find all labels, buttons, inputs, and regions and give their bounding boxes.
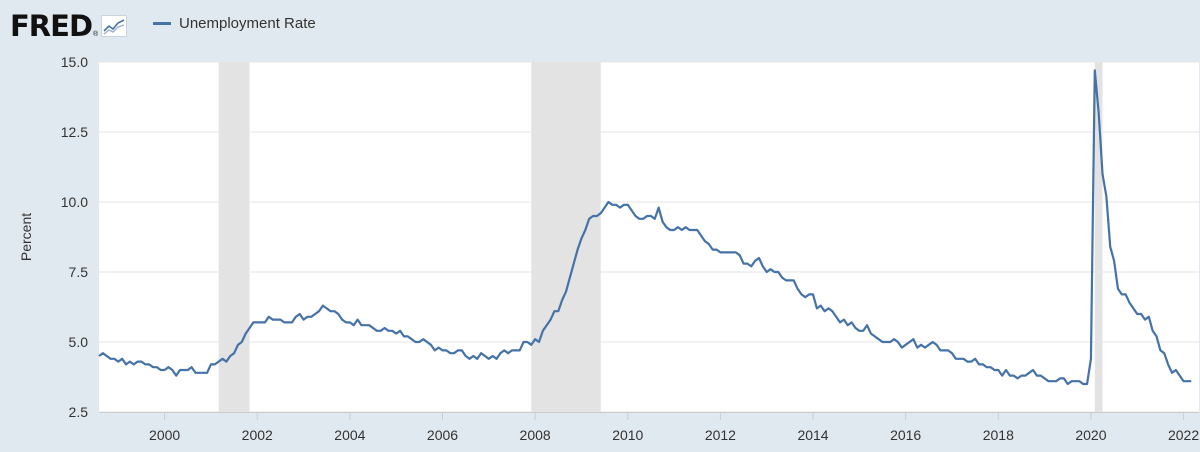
- x-tick-label: 2020: [1075, 427, 1106, 443]
- y-tick-label: 15.0: [61, 54, 88, 70]
- x-tick-label: 2016: [890, 427, 921, 443]
- x-tick-label: 2002: [242, 427, 273, 443]
- chart-legend[interactable]: Unemployment Rate: [153, 15, 316, 32]
- line-graph-icon: [101, 15, 128, 37]
- recession-band: [1094, 62, 1103, 412]
- x-tick-label: 2018: [983, 427, 1014, 443]
- x-tick-label: 2010: [612, 427, 643, 443]
- chart-header: FRED ® Unemployment Rate: [0, 0, 1200, 52]
- x-tick-label: 2012: [705, 427, 736, 443]
- y-tick-label: 5.0: [69, 334, 89, 350]
- y-tick-label: 7.5: [69, 264, 89, 280]
- plot-area: [99, 62, 1199, 412]
- y-tick-label: 2.5: [69, 404, 89, 420]
- legend-series-label: Unemployment Rate: [179, 15, 316, 32]
- y-axis-title: Percent: [18, 213, 34, 261]
- x-axis-ticks: 2000 2002 2004 2006 2008 2010 2012 2014 2016 2018…: [99, 412, 1199, 443]
- recession-shading-group: [218, 62, 1103, 412]
- legend-swatch: [153, 22, 171, 25]
- x-tick-label: 2022: [1168, 427, 1199, 443]
- registered-mark: ®: [93, 30, 99, 38]
- series-line-unemployment-rate[interactable]: [98, 69, 1192, 386]
- x-tick-label: 2000: [149, 427, 180, 443]
- x-tick-label: 2006: [427, 427, 458, 443]
- x-tick-label: 2004: [334, 427, 365, 443]
- recession-band: [531, 62, 601, 412]
- y-tick-label: 10.0: [61, 194, 88, 210]
- x-tick-label: 2014: [797, 427, 828, 443]
- x-tick-label: 2008: [520, 427, 551, 443]
- y-tick-label: 12.5: [61, 124, 88, 140]
- fred-logo[interactable]: FRED ®: [10, 9, 128, 43]
- fred-logo-text: FRED: [10, 9, 93, 43]
- series-group: [98, 69, 1192, 386]
- y-axis-ticks: 2.5 5.0 7.5 10.0 12.5 15.0: [61, 54, 88, 420]
